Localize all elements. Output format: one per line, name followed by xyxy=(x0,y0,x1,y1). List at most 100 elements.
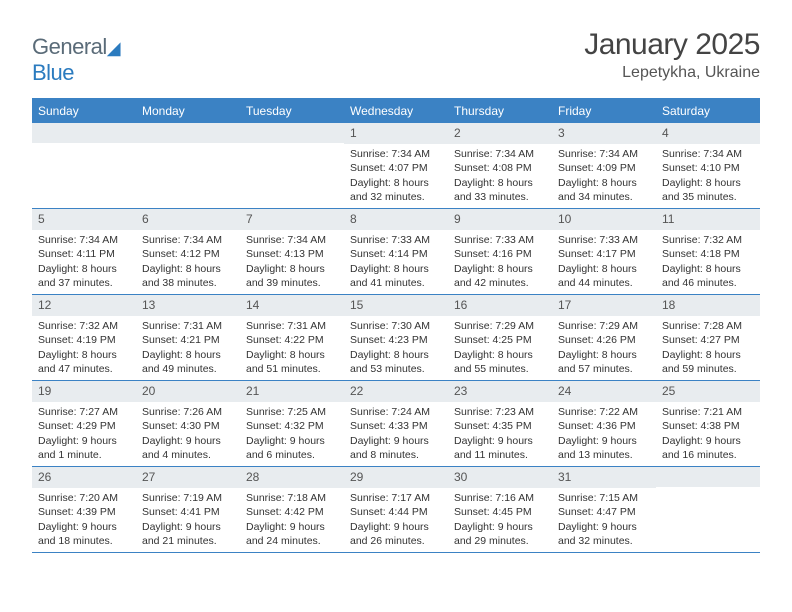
calendar-cell: 15Sunrise: 7:30 AMSunset: 4:23 PMDayligh… xyxy=(344,295,448,381)
weekday-header: Wednesday xyxy=(344,100,448,123)
day-number: 17 xyxy=(552,295,656,316)
daylight-text-2: and 59 minutes. xyxy=(662,362,754,376)
calendar-cell-empty xyxy=(32,123,136,209)
daylight-text-1: Daylight: 8 hours xyxy=(662,348,754,362)
calendar-body: 1Sunrise: 7:34 AMSunset: 4:07 PMDaylight… xyxy=(32,123,760,553)
day-data: Sunrise: 7:17 AMSunset: 4:44 PMDaylight:… xyxy=(344,488,448,552)
daylight-text-1: Daylight: 8 hours xyxy=(558,176,650,190)
sunrise-text: Sunrise: 7:18 AM xyxy=(246,491,338,505)
logo: General◢ Blue xyxy=(32,28,120,86)
calendar-cell: 5Sunrise: 7:34 AMSunset: 4:11 PMDaylight… xyxy=(32,209,136,295)
day-data: Sunrise: 7:29 AMSunset: 4:25 PMDaylight:… xyxy=(448,316,552,380)
daylight-text-1: Daylight: 8 hours xyxy=(350,348,442,362)
day-data: Sunrise: 7:34 AMSunset: 4:12 PMDaylight:… xyxy=(136,230,240,294)
day-number: 27 xyxy=(136,467,240,488)
daylight-text-2: and 26 minutes. xyxy=(350,534,442,548)
day-data: Sunrise: 7:34 AMSunset: 4:13 PMDaylight:… xyxy=(240,230,344,294)
sunrise-text: Sunrise: 7:34 AM xyxy=(454,147,546,161)
day-number: 14 xyxy=(240,295,344,316)
calendar-cell: 27 Sunrise: 7:19 AMSunset: 4:41 PMDayligh… xyxy=(136,467,240,553)
calendar-cell: 4Sunrise: 7:34 AMSunset: 4:10 PMDaylight… xyxy=(656,123,760,209)
daylight-text-2: and 18 minutes. xyxy=(38,534,130,548)
daylight-text-1: Daylight: 8 hours xyxy=(558,348,650,362)
day-data: Sunrise: 7:34 AMSunset: 4:09 PMDaylight:… xyxy=(552,144,656,208)
daylight-text-1: Daylight: 9 hours xyxy=(142,520,234,534)
daylight-text-2: and 42 minutes. xyxy=(454,276,546,290)
sunset-text: Sunset: 4:26 PM xyxy=(558,333,650,347)
sunset-text: Sunset: 4:16 PM xyxy=(454,247,546,261)
sunrise-text: Sunrise: 7:33 AM xyxy=(350,233,442,247)
calendar-cell: 3Sunrise: 7:34 AMSunset: 4:09 PMDaylight… xyxy=(552,123,656,209)
day-data: Sunrise: 7:22 AMSunset: 4:36 PMDaylight:… xyxy=(552,402,656,466)
sunrise-text: Sunrise: 7:25 AM xyxy=(246,405,338,419)
sunrise-text: Sunrise: 7:20 AM xyxy=(38,491,130,505)
sunset-text: Sunset: 4:38 PM xyxy=(662,419,754,433)
day-number: 2 xyxy=(448,123,552,144)
sunset-text: Sunset: 4:39 PM xyxy=(38,505,130,519)
sunset-text: Sunset: 4:13 PM xyxy=(246,247,338,261)
daylight-text-2: and 34 minutes. xyxy=(558,190,650,204)
day-number: 3 xyxy=(552,123,656,144)
daylight-text-1: Daylight: 9 hours xyxy=(662,434,754,448)
sunset-text: Sunset: 4:21 PM xyxy=(142,333,234,347)
calendar-cell: 14Sunrise: 7:31 AMSunset: 4:22 PMDayligh… xyxy=(240,295,344,381)
calendar-cell: 9Sunrise: 7:33 AMSunset: 4:16 PMDaylight… xyxy=(448,209,552,295)
daylight-text-2: and 51 minutes. xyxy=(246,362,338,376)
day-number: 31 xyxy=(552,467,656,488)
sunrise-text: Sunrise: 7:21 AM xyxy=(662,405,754,419)
day-number: 19 xyxy=(32,381,136,402)
weekday-header: Saturday xyxy=(656,100,760,123)
sunrise-text: Sunrise: 7:19 AM xyxy=(142,491,234,505)
sunset-text: Sunset: 4:32 PM xyxy=(246,419,338,433)
day-number: 10 xyxy=(552,209,656,230)
calendar-header-row: Sunday Monday Tuesday Wednesday Thursday… xyxy=(32,100,760,123)
daylight-text-2: and 32 minutes. xyxy=(350,190,442,204)
sunrise-text: Sunrise: 7:29 AM xyxy=(558,319,650,333)
calendar-cell: 12Sunrise: 7:32 AMSunset: 4:19 PMDayligh… xyxy=(32,295,136,381)
day-number: 8 xyxy=(344,209,448,230)
daylight-text-2: and 11 minutes. xyxy=(454,448,546,462)
sunrise-text: Sunrise: 7:33 AM xyxy=(558,233,650,247)
day-number: 11 xyxy=(656,209,760,230)
daylight-text-1: Daylight: 9 hours xyxy=(558,520,650,534)
day-number: 1 xyxy=(344,123,448,144)
sunset-text: Sunset: 4:22 PM xyxy=(246,333,338,347)
day-number: 18 xyxy=(656,295,760,316)
day-data: Sunrise: 7:33 AMSunset: 4:17 PMDaylight:… xyxy=(552,230,656,294)
daylight-text-2: and 46 minutes. xyxy=(662,276,754,290)
day-number: 7 xyxy=(240,209,344,230)
weekday-header: Sunday xyxy=(32,100,136,123)
calendar-cell: 18 Sunrise: 7:28 AMSunset: 4:27 PMDayligh… xyxy=(656,295,760,381)
daylight-text-1: Daylight: 8 hours xyxy=(350,176,442,190)
calendar-page: General◢ Blue January 2025 Lepetykha, Uk… xyxy=(0,0,792,573)
day-data: Sunrise: 7:34 AMSunset: 4:08 PMDaylight:… xyxy=(448,144,552,208)
daylight-text-2: and 44 minutes. xyxy=(558,276,650,290)
day-data: Sunrise: 7:21 AMSunset: 4:38 PMDaylight:… xyxy=(656,402,760,466)
daylight-text-2: and 37 minutes. xyxy=(38,276,130,290)
calendar-cell: 31Sunrise: 7:15 AMSunset: 4:47 PMDayligh… xyxy=(552,467,656,553)
day-data: Sunrise: 7:23 AMSunset: 4:35 PMDaylight:… xyxy=(448,402,552,466)
sunrise-text: Sunrise: 7:16 AM xyxy=(454,491,546,505)
logo-part2: Blue xyxy=(32,60,74,85)
daylight-text-2: and 47 minutes. xyxy=(38,362,130,376)
sunrise-text: Sunrise: 7:34 AM xyxy=(350,147,442,161)
sunset-text: Sunset: 4:17 PM xyxy=(558,247,650,261)
calendar-cell: 24Sunrise: 7:22 AMSunset: 4:36 PMDayligh… xyxy=(552,381,656,467)
daylight-text-1: Daylight: 8 hours xyxy=(142,262,234,276)
sunset-text: Sunset: 4:41 PM xyxy=(142,505,234,519)
calendar-cell: 26Sunrise: 7:20 AMSunset: 4:39 PMDayligh… xyxy=(32,467,136,553)
sunrise-text: Sunrise: 7:28 AM xyxy=(662,319,754,333)
sunset-text: Sunset: 4:36 PM xyxy=(558,419,650,433)
day-data: Sunrise: 7:25 AMSunset: 4:32 PMDaylight:… xyxy=(240,402,344,466)
calendar-cell: 7Sunrise: 7:34 AMSunset: 4:13 PMDaylight… xyxy=(240,209,344,295)
day-number: 12 xyxy=(32,295,136,316)
sunset-text: Sunset: 4:27 PM xyxy=(662,333,754,347)
sunset-text: Sunset: 4:11 PM xyxy=(38,247,130,261)
day-data: Sunrise: 7:27 AMSunset: 4:29 PMDaylight:… xyxy=(32,402,136,466)
day-data: Sunrise: 7:26 AMSunset: 4:30 PMDaylight:… xyxy=(136,402,240,466)
day-data: Sunrise: 7:15 AMSunset: 4:47 PMDaylight:… xyxy=(552,488,656,552)
sunset-text: Sunset: 4:08 PM xyxy=(454,161,546,175)
day-number: 26 xyxy=(32,467,136,488)
sunrise-text: Sunrise: 7:34 AM xyxy=(38,233,130,247)
day-number: 16 xyxy=(448,295,552,316)
